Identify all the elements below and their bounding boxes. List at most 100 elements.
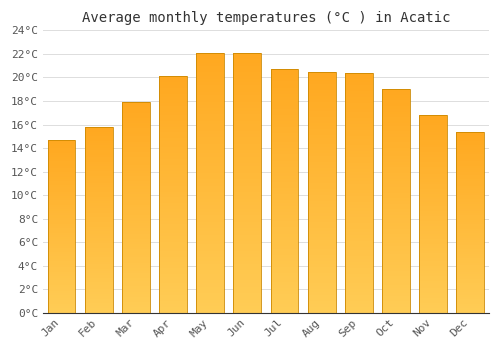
Bar [419,258,447,261]
Bar [196,157,224,160]
Bar [270,246,298,249]
Bar [308,144,336,147]
Bar [456,172,484,175]
Bar [456,224,484,227]
Bar [122,268,150,271]
Bar [382,251,410,254]
Bar [85,308,112,310]
Bar [270,240,298,243]
Bar [234,202,262,205]
Bar [419,145,447,147]
Bar [308,246,336,249]
Bar [308,210,336,213]
Bar [48,181,76,183]
Bar [382,209,410,212]
Bar [382,257,410,260]
Bar [308,138,336,141]
Bar [419,182,447,184]
Bar [234,300,262,303]
Bar [456,166,484,168]
Bar [382,109,410,112]
Bar [456,286,484,288]
Bar [234,209,262,212]
Bar [159,274,187,277]
Bar [85,217,112,220]
Bar [382,181,410,184]
Bar [308,216,336,219]
Bar [382,190,410,193]
Bar [270,84,298,88]
Bar [234,127,262,131]
Bar [196,131,224,134]
Bar [308,147,336,150]
Bar [122,210,150,213]
Bar [85,152,112,155]
Bar [308,90,336,93]
Bar [196,271,224,274]
Bar [419,132,447,135]
Bar [308,123,336,126]
Bar [196,147,224,150]
Bar [308,288,336,292]
Bar [270,115,298,118]
Bar [122,118,150,121]
Bar [159,121,187,124]
Bar [85,166,112,169]
Bar [196,82,224,85]
Bar [85,185,112,187]
Bar [196,254,224,257]
Bar [159,212,187,215]
Bar [345,283,373,286]
Bar [382,226,410,229]
Bar [419,275,447,278]
Bar [196,248,224,251]
Bar [345,208,373,211]
Bar [196,124,224,127]
Bar [196,193,224,196]
Bar [85,187,112,190]
Bar [270,173,298,176]
Bar [382,237,410,240]
Bar [122,142,150,144]
Bar [122,284,150,286]
Bar [122,247,150,250]
Bar [308,153,336,156]
Bar [419,300,447,303]
Bar [196,205,224,209]
Bar [456,267,484,270]
Bar [48,306,76,308]
Bar [456,218,484,220]
Bar [270,161,298,163]
Bar [270,203,298,206]
Bar [345,289,373,292]
Bar [196,183,224,186]
Bar [85,176,112,178]
Bar [196,76,224,79]
Bar [270,303,298,307]
Bar [308,225,336,228]
Bar [308,228,336,231]
Bar [382,299,410,301]
Bar [345,73,373,76]
Bar [234,69,262,72]
Bar [308,204,336,207]
Bar [419,150,447,152]
Bar [270,124,298,127]
Bar [159,103,187,106]
Bar [345,97,373,100]
Bar [419,266,447,268]
Bar [122,307,150,310]
Bar [382,262,410,265]
Bar [345,187,373,190]
Bar [48,150,76,153]
Bar [345,79,373,82]
Bar [48,179,76,181]
Bar [419,137,447,140]
Bar [196,85,224,89]
Bar [122,170,150,173]
Bar [308,310,336,313]
Bar [270,130,298,133]
Bar [345,214,373,217]
Bar [308,207,336,210]
Bar [234,235,262,238]
